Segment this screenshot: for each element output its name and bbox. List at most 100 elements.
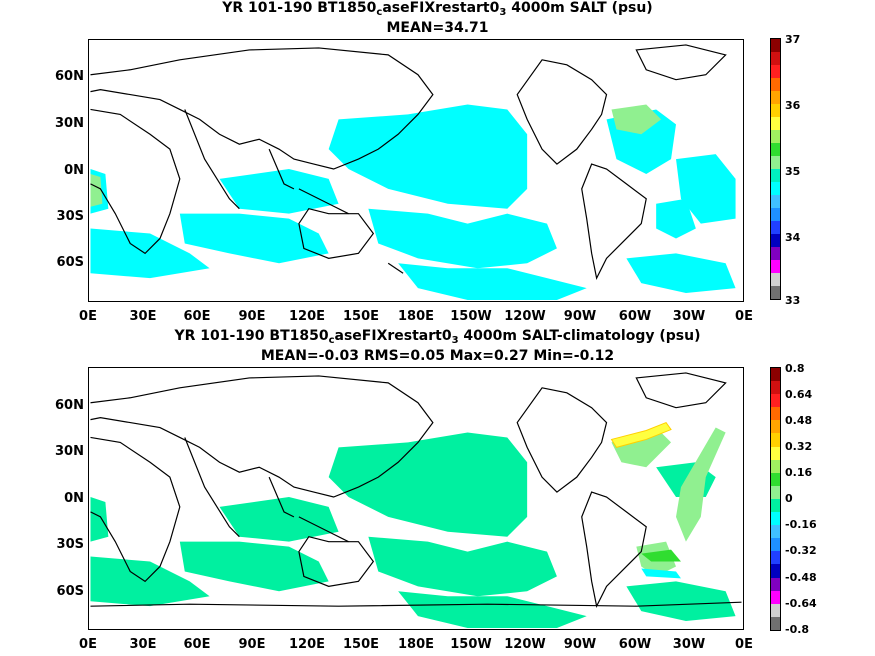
colorbar-segment [771,260,780,273]
map2-lat-0n: 0N [64,491,84,506]
map1-lat-60s: 60S [56,255,84,270]
colorbar-segment [771,381,780,395]
colorbar-segment [771,169,780,182]
colorbar-segment [771,420,780,434]
colorbar-segment [771,208,780,221]
map2-lon-4: 120E [288,637,326,652]
colorbar-segment [771,52,780,65]
map2-lat-60s: 60S [56,584,84,599]
map2-cb-label-6: -0.16 [785,518,817,531]
colorbar-segment [771,446,780,460]
map2-lon-12: 0E [735,637,753,652]
colorbar-segment [771,603,780,617]
colorbar-segment [771,195,780,208]
map2-lon-7: 150W [450,637,492,652]
map1-plot [88,39,744,302]
colorbar-segment [771,525,780,539]
colorbar-segment [771,143,780,156]
map1-lon-7: 150W [450,309,492,324]
map2-lat-30n: 30N [55,444,84,459]
map1-title: YR 101-190 BT1850caseFIXrestart03 4000m … [222,0,653,18]
colorbar-segment [771,407,780,421]
map1-lon-3: 90E [238,309,266,324]
map1-lon-6: 180E [397,309,435,324]
colorbar-segment [771,498,780,513]
map2-coastlines [90,372,742,608]
map1-lon-12: 0E [735,309,753,324]
map1-coastlines [90,44,727,280]
map2-cb-label-8: -0.48 [785,571,817,584]
map2-lat-30s: 30S [56,537,84,552]
colorbar-segment [771,472,780,486]
map2-lat-60n: 60N [55,398,84,413]
colorbar-segment [771,156,780,169]
map2-anomaly-fill [90,432,736,629]
map1-lon-9: 90W [563,309,597,324]
map2-cb-label-9: -0.64 [785,597,817,610]
colorbar-segment [771,91,780,104]
map2-cb-label-7: -0.32 [785,544,817,557]
colorbar-segment [771,433,780,447]
map1-cb-label-1: 36 [785,99,801,112]
map2-colorbar [770,367,781,631]
colorbar-segment [771,368,780,382]
colorbar-segment [771,117,780,130]
colorbar-segment [771,247,780,260]
colorbar-segment [771,130,780,143]
map2-stats: MEAN=-0.03 RMS=0.05 Max=0.27 Min=-0.12 [260,348,615,364]
map1-salinity-fill [90,104,736,301]
map2-cb-label-4: 0.16 [785,466,813,479]
colorbar-segment [771,459,780,473]
map2-cb-label-10: -0.8 [785,623,810,636]
map1-lat-30n: 30N [55,116,84,131]
map2-lon-6: 180E [397,637,435,652]
colorbar-segment [771,577,780,591]
colorbar-segment [771,394,780,408]
map1-cb-label-4: 33 [785,294,801,307]
map2-cb-label-3: 0.32 [785,440,813,453]
map2-lon-9: 90W [563,637,597,652]
colorbar-segment [771,221,780,234]
map1-svg [90,44,736,301]
map2-cb-label-2: 0.48 [785,414,813,427]
colorbar-segment [771,616,780,630]
map2-plot [88,367,744,630]
map2-cb-label-5: 0 [785,492,793,505]
map1-lon-11: 30W [672,309,706,324]
map2-svg [90,372,742,629]
colorbar-segment [771,234,780,247]
map1-lat-30s: 30S [56,209,84,224]
map1-cb-label-0: 37 [785,33,801,46]
map1-colorbar [770,38,781,300]
map2-lon-2: 60E [183,637,211,652]
colorbar-segment [771,78,780,91]
map1-stats: MEAN=34.71 [386,20,489,36]
map1-cb-label-2: 35 [785,165,801,178]
colorbar-segment [771,39,780,52]
map2-lon-0: 0E [79,637,97,652]
colorbar-segment [771,485,780,499]
map1-lon-0: 0E [79,309,97,324]
map2-lon-11: 30W [672,637,706,652]
map2-cb-label-0: 0.8 [785,362,805,375]
map1-lat-60n: 60N [55,69,84,84]
map1-lon-4: 120E [288,309,326,324]
colorbar-segment [771,512,780,526]
colorbar-segment [771,538,780,552]
map2-high-fill [610,421,681,579]
map1-cb-label-3: 34 [785,231,801,244]
colorbar-segment [771,590,780,604]
map1-lat-0n: 0N [64,163,84,178]
colorbar-segment [771,564,780,578]
map1-lon-2: 60E [183,309,211,324]
map2-lon-8: 120W [504,637,546,652]
colorbar-segment [771,286,780,299]
map1-secondary-fill [90,104,662,207]
colorbar-segment [771,65,780,78]
colorbar-segment [771,182,780,195]
map2-lon-5: 150E [342,637,380,652]
colorbar-segment [771,551,780,565]
colorbar-segment [771,104,780,117]
map1-lon-5: 150E [342,309,380,324]
map1-lon-1: 30E [129,309,157,324]
